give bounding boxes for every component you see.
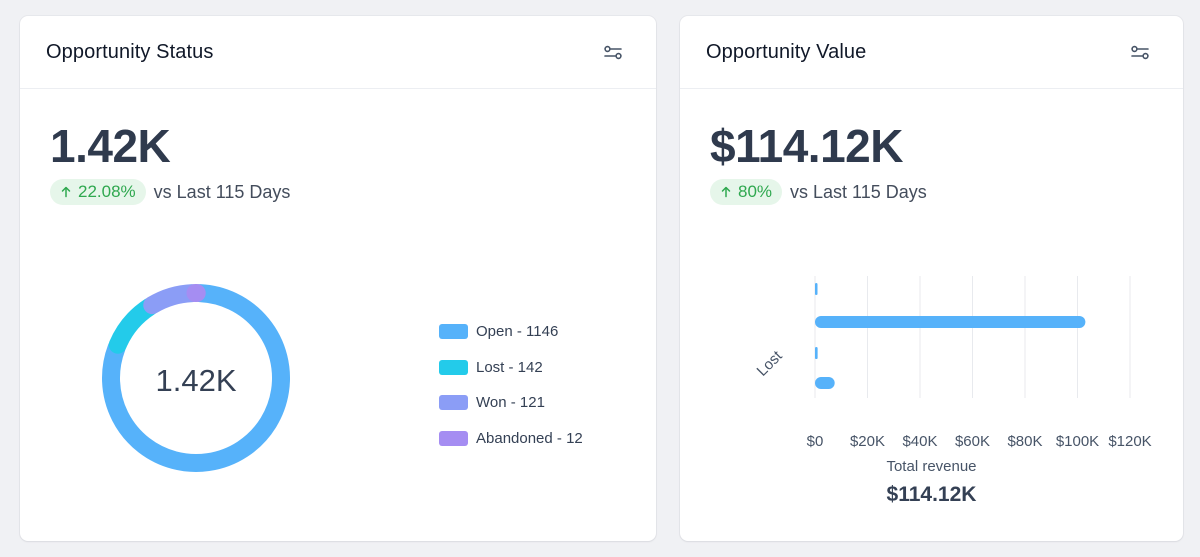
trend-value: 80% xyxy=(738,182,773,201)
donut-slice-lost[interactable] xyxy=(108,297,159,354)
x-tick-label: $60K xyxy=(955,433,990,450)
x-tick-label: $40K xyxy=(902,433,937,450)
revenue-bar[interactable] xyxy=(815,283,818,295)
opportunity-count: 1.42K xyxy=(50,120,171,172)
trend-badge: 80% xyxy=(710,179,783,205)
arrow-up-icon xyxy=(721,186,731,198)
comparison-text: vs Last 115 Days xyxy=(790,181,927,202)
donut-slice-open[interactable] xyxy=(102,284,290,472)
sliders-icon xyxy=(604,45,622,60)
card-header: Opportunity Status xyxy=(20,16,656,89)
sliders-icon xyxy=(1131,45,1149,60)
legend-item-won[interactable]: Won - 121 xyxy=(439,385,583,421)
trend-row: 22.08% vs Last 115 Days xyxy=(50,179,290,205)
status-donut-chart: 1.42K xyxy=(102,284,290,472)
revenue-bar[interactable] xyxy=(815,316,1086,328)
trend-row: 80% vs Last 115 Days xyxy=(710,179,927,205)
legend-item-open[interactable]: Open - 1146 xyxy=(439,314,583,350)
legend-item-abandoned[interactable]: Abandoned - 12 xyxy=(439,421,583,457)
legend-item-lost[interactable]: Lost - 142 xyxy=(439,350,583,386)
x-tick-label: $0 xyxy=(807,433,824,450)
legend-swatch xyxy=(439,395,468,411)
comparison-text: vs Last 115 Days xyxy=(153,181,291,202)
x-tick-label: $100K xyxy=(1056,433,1099,450)
filter-button[interactable] xyxy=(600,40,626,66)
donut-slice-won[interactable] xyxy=(143,284,202,315)
card-title: Opportunity Status xyxy=(46,41,214,63)
donut-center-label: 1.42K xyxy=(155,363,236,398)
legend-label: Won - 121 xyxy=(476,394,545,412)
total-revenue-value: $114.12K xyxy=(886,483,977,506)
legend-label: Abandoned - 12 xyxy=(476,429,583,447)
legend-swatch xyxy=(439,359,468,375)
donut-legend: Open - 1146 Lost - 142 Won - 121 Abandon… xyxy=(439,314,583,456)
opportunity-value-card: Opportunity Value $114.12K 80% vs Last 1… xyxy=(680,16,1183,541)
card-header: Opportunity Value xyxy=(680,16,1183,89)
card-title: Opportunity Value xyxy=(706,41,867,63)
revenue-bar-chart: $0 $20K $40K $60K $80K $100K $120K Lost xyxy=(754,276,1152,450)
arrow-up-icon xyxy=(61,186,71,198)
y-axis-label: Lost xyxy=(754,347,787,380)
legend-label: Open - 1146 xyxy=(476,323,559,341)
filter-button[interactable] xyxy=(1127,40,1153,66)
opportunity-status-card: Opportunity Status 1.42K 22.08% vs Last … xyxy=(20,16,656,541)
legend-label: Lost - 142 xyxy=(476,358,543,376)
x-tick-label: $80K xyxy=(1007,433,1042,450)
total-revenue-label: Total revenue xyxy=(886,458,977,475)
legend-swatch xyxy=(439,324,468,340)
x-tick-label: $20K xyxy=(850,433,885,450)
trend-badge: 22.08% xyxy=(50,179,146,205)
revenue-bar[interactable] xyxy=(815,377,835,389)
legend-swatch xyxy=(439,430,468,446)
revenue-bar[interactable] xyxy=(815,347,818,359)
x-tick-label: $120K xyxy=(1108,433,1151,450)
trend-value: 22.08% xyxy=(78,182,136,201)
opportunity-value: $114.12K xyxy=(710,120,903,172)
